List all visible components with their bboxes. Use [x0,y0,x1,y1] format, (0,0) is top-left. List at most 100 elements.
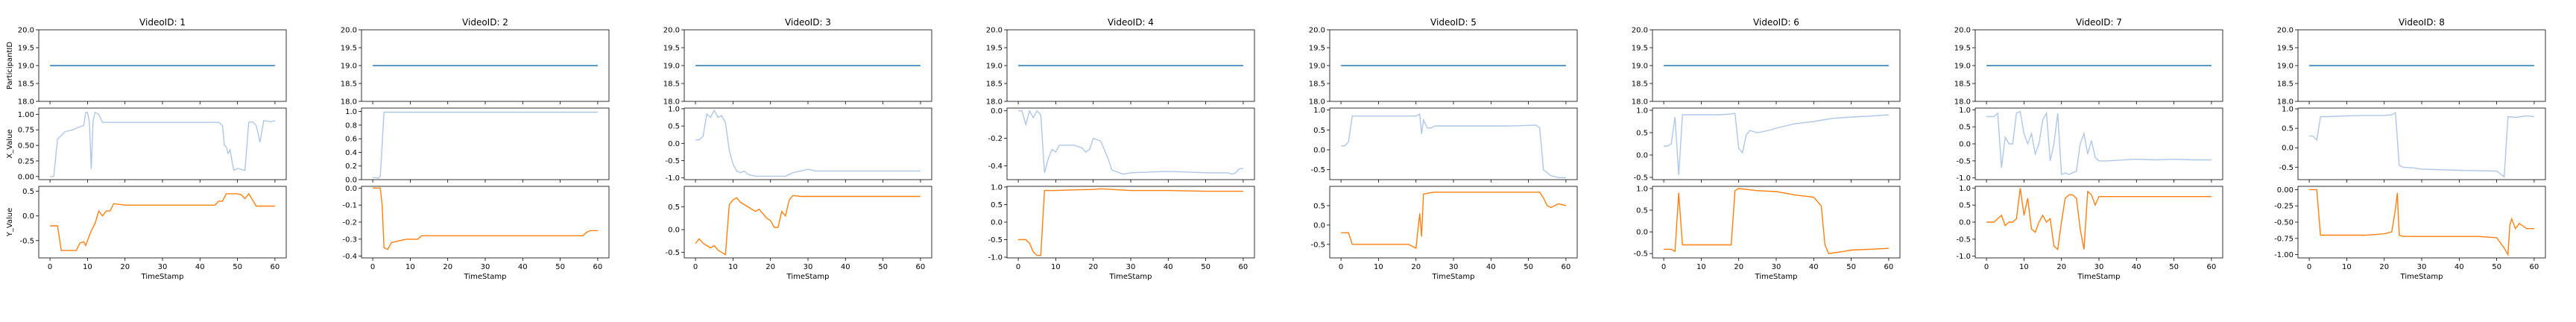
x-tick-label: 10 [728,263,738,271]
subplot-participant: 18.0 18.5 19.0 19.5 20.0 [986,27,1255,107]
subplot-x_value: -0.5 0.0 0.5 1.0 [1310,107,1578,183]
panel-title: VideoID: 4 [1108,17,1154,28]
axes-frame [1652,107,1901,180]
axes-frame [684,186,932,259]
panel-title: VideoID: 6 [1753,17,1799,28]
x-tick-label: 0 [2307,263,2311,271]
panel-column-8: VideoID: 8 18.0 18.5 19.0 19.5 20.0 -0.5 0.0 0.5… [2274,17,2546,281]
subplot-y_value: -1.0 -0.5 0.0 0.5 1.0 0 10 20 30 40 50 60 TimeStamp [1956,185,2223,281]
y-tick-label: 1.0 [1959,107,1971,115]
x-tick-label: 40 [1809,263,1819,271]
panel-column-4: VideoID: 4 18.0 18.5 19.0 19.5 20.0 -0.4 -0.2 0.… [986,17,1255,281]
panel-column-2: VideoID: 218.018.519.019.520.00.00.20.40… [341,17,610,281]
subplot-y_value: -0.5 0.0 0.5 0 10 20 30 40 50 60 TimeStamp [1310,186,1578,281]
y-tick-label: -1.0 [1956,174,1971,183]
y-tick-label: 0.5 [1959,124,1971,132]
y-tick-label: 1.0 [668,105,680,113]
y-tick-label: 19.0 [1632,63,1648,71]
panel-column-6: VideoID: 6 18.0 18.5 19.0 19.5 20.0 -0.5 0.0 0.5… [1632,17,1901,281]
panel-title: VideoID: 1 [139,17,186,28]
y-tick-label: 20.0 [1309,27,1325,35]
y-tick-label: 20.0 [18,27,34,35]
y-tick-label: 18.0 [1954,98,1971,107]
y-tick-label: 18.5 [1309,80,1325,89]
y-tick-label: 18.0 [986,98,1003,107]
y-tick-label: 18.0 [1309,98,1325,107]
series-line-y_value [1986,188,2212,251]
y-tick-label: 18.0 [663,98,680,107]
y-tick-label: 18.0 [341,98,357,107]
y-tick-label: 0.4 [345,149,357,157]
y-tick-label: 19.5 [341,45,357,53]
x-tick-label: 0 [1016,263,1020,271]
y-tick-label: 0.8 [345,121,357,130]
x-tick-label: 60 [593,263,603,271]
x-tick-label: 20 [1734,263,1743,271]
x-tick-label: 0 [1984,263,1989,271]
y-tick-label: -0.5 [988,236,1003,244]
y-tick-label: 1.0 [2282,106,2294,114]
y-tick-label: -0.4 [988,162,1003,171]
x-tick-label: 30 [1449,263,1459,271]
x-axis-label: TimeStamp [1109,273,1152,281]
subplot-x_value: -1.0 -0.5 0.0 0.5 1.0 [1956,107,2223,183]
y-tick-label: 20.0 [2277,27,2294,35]
x-tick-label: 10 [1051,263,1061,271]
x-tick-label: 0 [1339,263,1343,271]
y-tick-label: -0.5 [665,249,680,257]
y-tick-label: 20.0 [663,27,680,35]
x-axis-label: TimeStamp [2077,273,2121,281]
subplot-y_value: -0.4 -0.3 -0.2 -0.1 0.0 0 10 20 30 40 50 60 TimeStam… [342,185,610,281]
axes-frame [38,186,287,259]
y-tick-label: -0.4 [342,253,357,261]
subplot-x_value: -1.0 -0.5 0.0 0.5 1.0 [665,105,932,183]
x-tick-label: 60 [2530,263,2539,271]
y-tick-label: 0.5 [668,123,680,131]
x-tick-label: 10 [83,263,92,271]
series-line-x_value [373,111,598,180]
subplot-participant: 18.0 18.5 19.0 19.5 20.0 [1309,27,1578,107]
y-tick-label: 0.5 [1636,207,1648,215]
subplot-x_value: -0.4 -0.2 0.0 [988,107,1255,183]
axes-frame [1329,186,1578,259]
y-tick-label: 1.0 [345,108,357,116]
x-tick-label: 0 [1661,263,1666,271]
y-tick-label: 19.0 [1954,63,1971,71]
y-tick-label: 19.0 [18,63,34,71]
x-tick-label: 10 [2342,263,2352,271]
y-tick-label: 0.0 [668,227,680,235]
y-tick-label: 20.0 [341,27,357,35]
x-tick-label: 10 [1696,263,1706,271]
x-tick-label: 50 [2169,263,2179,271]
y-tick-label: -0.5 [1956,236,1971,244]
y-tick-label: -0.5 [1310,166,1325,174]
x-tick-label: 60 [916,263,926,271]
y-tick-label: 20.0 [1632,27,1648,35]
y-tick-label: 0.5 [668,203,680,212]
y-tick-label: -0.3 [342,236,357,244]
y-tick-label: 0.5 [1636,130,1648,138]
series-line-y_value [2309,189,2534,256]
x-tick-label: 20 [1411,263,1421,271]
y-axis-label: ParticipantID [6,42,14,89]
y-tick-label: 0.5 [1313,127,1325,135]
series-line-y_value [373,187,598,250]
y-tick-label: 19.0 [2277,63,2294,71]
x-tick-label: 10 [1374,263,1383,271]
y-tick-label: 0.0 [1959,141,1971,149]
y-tick-label: 19.5 [18,45,34,53]
x-axis-label: TimeStamp [141,273,184,281]
y-tick-label: 0.0 [1959,219,1971,227]
series-line-y_value [1018,188,1243,256]
subplot-x_value: 0.00 0.25 0.50 0.75 1.00 X_Value [6,107,287,183]
y-tick-label: -0.5 [19,237,34,245]
y-tick-label: 0.0 [345,185,357,193]
x-tick-label: 40 [195,263,205,271]
y-tick-label: 1.0 [1313,107,1325,115]
subplot-participant: 18.0 18.5 19.0 19.5 20.0 [341,27,610,107]
subplot-y_value: -0.5 0.0 0.5 1.0 0 10 20 30 40 50 60 TimeStamp [1633,185,1901,281]
y-tick-label: -0.5 [1633,250,1648,259]
x-tick-label: 50 [233,263,242,271]
axes-frame [361,107,610,180]
